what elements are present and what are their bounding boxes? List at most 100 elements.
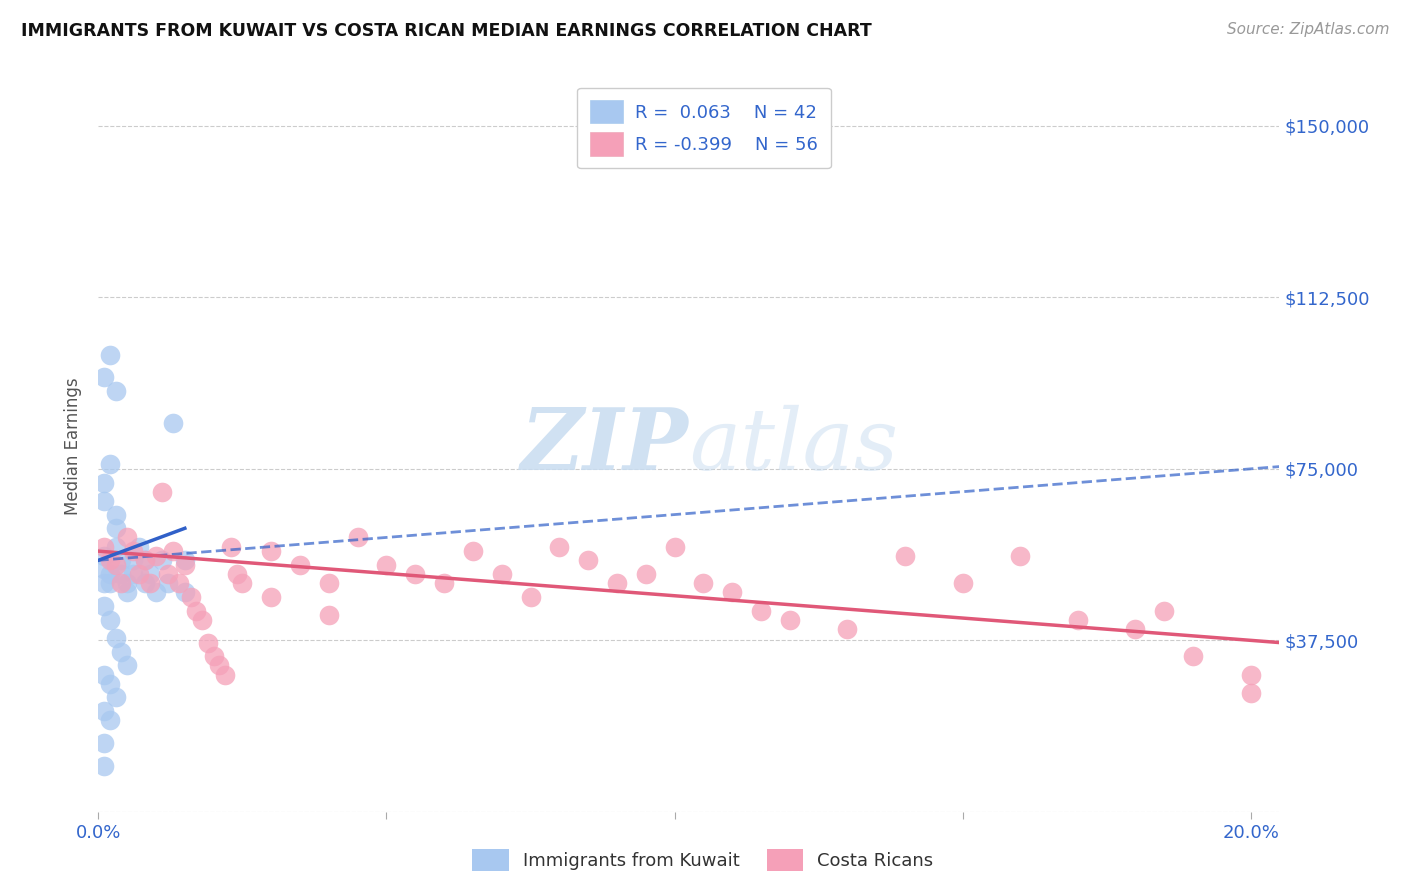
Point <box>104 558 127 572</box>
Point <box>128 540 150 554</box>
Point <box>1010 549 1032 563</box>
Point <box>110 567 132 582</box>
Point <box>260 544 283 558</box>
Point <box>779 613 801 627</box>
Point <box>173 553 195 567</box>
Point <box>219 540 242 554</box>
Point <box>145 549 167 563</box>
Point <box>491 567 513 582</box>
Point <box>98 576 121 591</box>
Point <box>134 576 156 591</box>
Point <box>1153 603 1175 617</box>
Point <box>208 658 231 673</box>
Point <box>98 457 121 471</box>
Point <box>139 576 162 591</box>
Point <box>139 567 162 582</box>
Point <box>98 676 121 690</box>
Point <box>134 553 156 567</box>
Point <box>952 576 974 591</box>
Point <box>167 576 190 591</box>
Point <box>692 576 714 591</box>
Point <box>93 576 115 591</box>
Point <box>150 484 173 499</box>
Point <box>110 645 132 659</box>
Point <box>837 622 859 636</box>
Point <box>548 540 571 554</box>
Legend: Immigrants from Kuwait, Costa Ricans: Immigrants from Kuwait, Costa Ricans <box>465 842 941 879</box>
Text: atlas: atlas <box>689 405 898 487</box>
Point <box>894 549 917 563</box>
Point <box>93 704 115 718</box>
Point <box>98 553 121 567</box>
Point <box>115 530 138 544</box>
Point <box>664 540 686 554</box>
Point <box>1067 613 1090 627</box>
Point <box>98 347 121 362</box>
Point <box>104 540 127 554</box>
Point <box>134 553 156 567</box>
Point <box>110 576 132 591</box>
Point <box>202 649 225 664</box>
Point <box>519 590 541 604</box>
Point <box>162 544 184 558</box>
Point <box>197 635 219 649</box>
Point <box>749 603 772 617</box>
Text: ZIP: ZIP <box>522 404 689 488</box>
Point <box>404 567 426 582</box>
Point <box>634 567 657 582</box>
Point <box>98 567 121 582</box>
Point <box>606 576 628 591</box>
Point <box>93 736 115 750</box>
Point <box>1240 686 1263 700</box>
Point <box>260 590 283 604</box>
Point <box>122 544 145 558</box>
Point <box>225 567 247 582</box>
Point <box>93 370 115 384</box>
Point <box>156 567 179 582</box>
Point <box>122 567 145 582</box>
Point <box>375 558 398 572</box>
Point <box>346 530 368 544</box>
Point <box>156 576 179 591</box>
Point <box>162 416 184 430</box>
Point <box>145 585 167 599</box>
Point <box>1182 649 1205 664</box>
Point <box>93 562 115 576</box>
Point <box>318 608 340 623</box>
Text: IMMIGRANTS FROM KUWAIT VS COSTA RICAN MEDIAN EARNINGS CORRELATION CHART: IMMIGRANTS FROM KUWAIT VS COSTA RICAN ME… <box>21 22 872 40</box>
Point <box>104 690 127 705</box>
Point <box>721 585 744 599</box>
Point <box>1240 667 1263 681</box>
Point <box>93 493 115 508</box>
Point <box>93 475 115 490</box>
Point <box>433 576 456 591</box>
Point <box>93 540 115 554</box>
Point <box>104 631 127 645</box>
Point <box>98 613 121 627</box>
Point <box>128 567 150 582</box>
Point <box>180 590 202 604</box>
Point <box>110 553 132 567</box>
Point <box>115 576 138 591</box>
Y-axis label: Median Earnings: Median Earnings <box>65 377 83 515</box>
Point <box>576 553 599 567</box>
Point <box>93 549 115 563</box>
Point <box>93 759 115 773</box>
Point <box>318 576 340 591</box>
Point <box>461 544 484 558</box>
Point <box>173 558 195 572</box>
Point <box>173 585 195 599</box>
Point <box>288 558 311 572</box>
Point <box>1125 622 1147 636</box>
Legend: R =  0.063    N = 42, R = -0.399    N = 56: R = 0.063 N = 42, R = -0.399 N = 56 <box>578 87 831 169</box>
Point <box>93 667 115 681</box>
Point <box>122 553 145 567</box>
Point <box>186 603 208 617</box>
Point <box>150 553 173 567</box>
Point <box>104 384 127 398</box>
Point <box>115 585 138 599</box>
Text: Source: ZipAtlas.com: Source: ZipAtlas.com <box>1226 22 1389 37</box>
Point <box>115 658 138 673</box>
Point <box>104 508 127 522</box>
Point <box>231 576 253 591</box>
